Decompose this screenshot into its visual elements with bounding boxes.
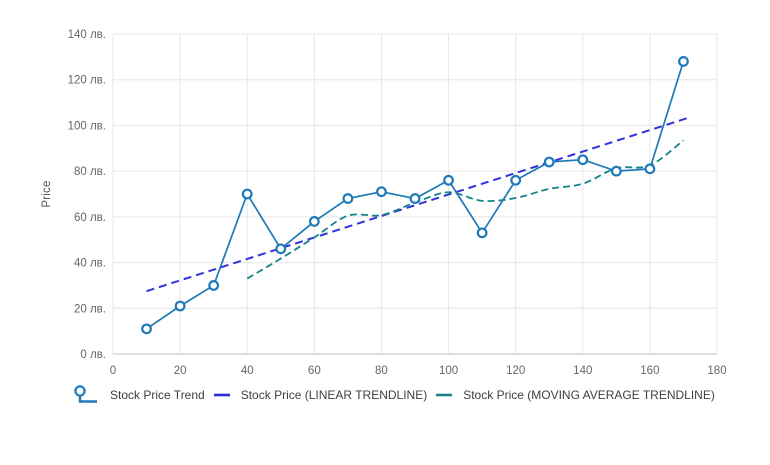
moving-average-trendline-swatch	[436, 393, 453, 397]
series-marker	[644, 163, 656, 175]
series-marker	[476, 227, 488, 239]
legend-item-moving-average-trendline: Stock Price (MOVING AVERAGE TRENDLINE)	[436, 383, 715, 407]
y-tick-label: 100 лв.	[68, 120, 106, 132]
legend-label-moving-average-trendline: Stock Price (MOVING AVERAGE TRENDLINE)	[463, 388, 715, 402]
legend-label-series: Stock Price Trend	[110, 388, 205, 402]
series-marker	[342, 193, 354, 204]
series-marker	[409, 193, 421, 204]
chart-plot: 0 20 40 60 80 100 120 140 160 180 0 лв. 20 лв. 40 лв…	[68, 29, 727, 377]
x-tick-label: 20	[174, 365, 187, 377]
linear-trendline-swatch	[213, 393, 230, 397]
y-tick-label: 40 лв.	[74, 258, 106, 270]
linear-trendline	[146, 116, 691, 293]
y-tick-label: 60 лв.	[74, 212, 106, 224]
x-tick-label: 40	[241, 365, 254, 377]
x-tick-label: 140	[573, 365, 592, 377]
legend-item-linear-trendline: Stock Price (LINEAR TRENDLINE)	[213, 383, 428, 407]
series-marker	[543, 156, 555, 168]
moving-average-trendline	[246, 139, 684, 280]
legend: Stock Price Trend Stock Price (LINEAR TR…	[73, 383, 715, 407]
series-marker	[577, 154, 589, 166]
series-marker	[678, 56, 689, 67]
x-tick-label: 80	[375, 365, 388, 377]
y-tick-label: 120 лв.	[68, 75, 106, 87]
series-marker	[376, 186, 387, 198]
x-tick-label: 0	[110, 365, 116, 377]
x-tick-label: 60	[308, 365, 321, 377]
series-marker-swatch	[74, 385, 97, 403]
series-marker	[308, 216, 320, 227]
y-tick-label: 20 лв.	[74, 303, 106, 315]
x-tick-label: 120	[506, 365, 525, 377]
y-axis-title: Price	[41, 180, 53, 208]
legend-item-series: Stock Price Trend	[73, 383, 205, 407]
series-marker	[610, 165, 622, 177]
series-marker	[208, 280, 220, 291]
series-marker	[510, 174, 522, 186]
y-tick-label: 80 лв.	[74, 166, 106, 178]
series-marker	[443, 174, 454, 186]
y-tick-label: 140 лв.	[68, 29, 106, 41]
x-tick-label: 160	[640, 365, 659, 377]
legend-label-linear-trendline: Stock Price (LINEAR TRENDLINE)	[240, 388, 428, 402]
series-marker	[141, 323, 152, 335]
series-marker	[275, 243, 287, 255]
series-marker	[241, 188, 253, 200]
x-tick-label: 180	[707, 365, 726, 377]
x-tick-label: 100	[439, 365, 458, 377]
series-marker	[174, 300, 186, 312]
y-tick-label: 0 лв.	[80, 349, 106, 361]
